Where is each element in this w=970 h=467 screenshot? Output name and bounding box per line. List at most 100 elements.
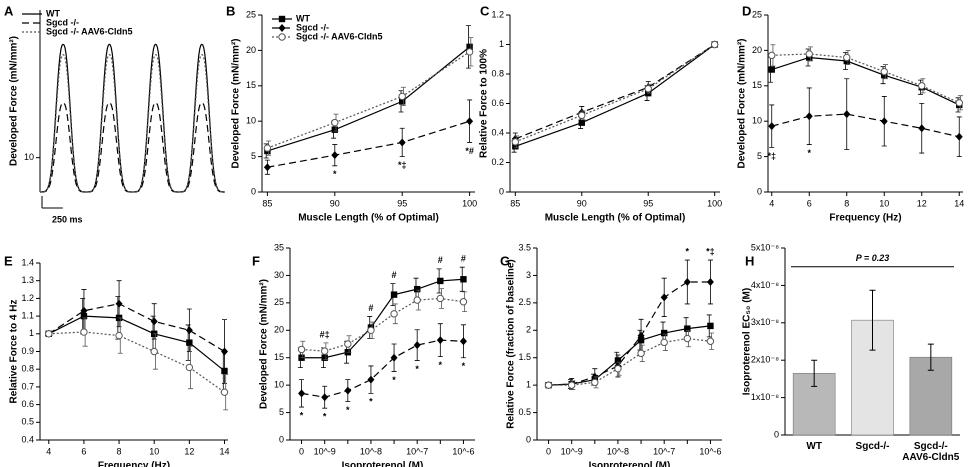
annotation: * (439, 360, 443, 370)
marker (80, 306, 88, 315)
marker (185, 326, 193, 335)
annotation: * (323, 412, 327, 422)
series-line (267, 120, 470, 168)
y-tick-label: 5 (251, 151, 256, 161)
x-tick-label: 10^-9 (314, 446, 336, 456)
trace (39, 53, 87, 193)
x-tick-label: 0 (299, 446, 304, 456)
marker (413, 285, 421, 293)
marker (459, 298, 468, 306)
annotation: * (333, 169, 337, 179)
x-tick-label: 90 (577, 198, 587, 208)
marker (918, 124, 926, 133)
trace (132, 53, 179, 193)
y-tick-label: 1.1 (21, 310, 34, 320)
series-line (48, 303, 225, 353)
marker (768, 51, 776, 60)
y-axis-label: Relative Force to 4 Hz (9, 300, 20, 404)
series-line (771, 53, 960, 104)
marker (637, 349, 645, 358)
y-tick-label: 0 (499, 186, 504, 196)
y-tick-label: 5x10⁻⁸ (751, 242, 779, 252)
x-tick-label: 12 (184, 446, 194, 456)
y-tick-label: 1.2 (21, 293, 34, 303)
y-tick-label: 0 (279, 434, 284, 444)
y-tick-label: 15 (246, 80, 256, 90)
x-tick-label: 90 (330, 198, 340, 208)
panel-label: A (4, 3, 14, 18)
y-tick-label: 1.2 (491, 9, 504, 19)
marker (660, 329, 668, 337)
marker (297, 345, 306, 354)
panel-label: H (745, 253, 754, 268)
marker (80, 328, 88, 336)
annotation: * (300, 410, 304, 420)
marker (390, 291, 398, 298)
annotation: # (368, 303, 373, 313)
marker (567, 381, 576, 389)
marker (278, 33, 286, 41)
x-tick-label: 10 (879, 198, 889, 208)
series-line (301, 339, 464, 398)
marker (367, 375, 375, 384)
legend-label: Sgcd -/- AAV6-Cldn5 (296, 31, 383, 41)
y-tick-label: 3 (526, 270, 531, 280)
legend-label: Sgcd -/- (46, 17, 79, 27)
trace (178, 53, 225, 193)
error-bar (869, 289, 876, 351)
legend-label: Sgcd -/- AAV6-Cldn5 (46, 26, 133, 36)
marker (707, 322, 714, 330)
marker (684, 325, 691, 332)
trace (39, 102, 87, 193)
marker (278, 15, 286, 23)
x-tick-label: 10^-7 (406, 446, 428, 456)
x-tick-label: 4 (769, 198, 774, 208)
marker (466, 43, 473, 51)
marker (436, 336, 444, 345)
y-tick-label: 2 (526, 325, 531, 335)
series-line (771, 56, 960, 106)
x-tick-label: 12 (917, 198, 927, 208)
y-tick-label: 0.4 (491, 127, 504, 137)
y-tick-label: 0.6 (491, 98, 504, 108)
annotation: * (807, 148, 811, 158)
y-axis-label: Developed Force (mN/mm²) (231, 38, 242, 168)
marker (512, 143, 519, 150)
series-line (515, 44, 716, 143)
panel-label: B (226, 3, 235, 18)
y-tick-label: 3.5 (518, 242, 531, 252)
y-tick-label: 5 (757, 151, 762, 161)
y-tick-label: 0.8 (21, 364, 34, 374)
y-tick-label: 2x10⁻⁸ (751, 355, 779, 365)
x-tick-label: Sgcd-/- (855, 441, 890, 452)
marker (683, 334, 692, 343)
series-line (48, 315, 225, 372)
series-line (548, 281, 711, 386)
panel-label: G (500, 253, 510, 268)
x-tick-label: 100 (707, 198, 722, 208)
x-tick-label: 95 (643, 198, 653, 208)
series-line (48, 331, 225, 393)
marker (644, 85, 652, 93)
marker (344, 340, 352, 348)
series-line (267, 51, 470, 149)
marker (115, 299, 123, 308)
x-tick-label: 10^-6 (699, 446, 721, 456)
legend-label: Sgcd -/- (296, 22, 329, 32)
x-tick-label: 10^-7 (653, 446, 675, 456)
marker (465, 48, 474, 56)
y-tick-label: 0 (526, 434, 531, 444)
marker (683, 278, 691, 287)
x-axis-label: Isoproterenol (M) (589, 461, 671, 467)
marker (220, 388, 229, 396)
x-tick-label: 85 (262, 198, 272, 208)
y-tick-label: 1 (526, 380, 531, 390)
trace (178, 43, 225, 193)
x-axis-label: Muscle Length (% of Optimal) (298, 213, 439, 224)
y-tick-label: 1x10⁻⁸ (751, 392, 779, 402)
marker (321, 393, 329, 402)
x-tick-label: 95 (397, 198, 407, 208)
marker (367, 326, 375, 334)
panel-label: E (4, 253, 13, 268)
y-tick-label: 0.7 (21, 381, 34, 391)
